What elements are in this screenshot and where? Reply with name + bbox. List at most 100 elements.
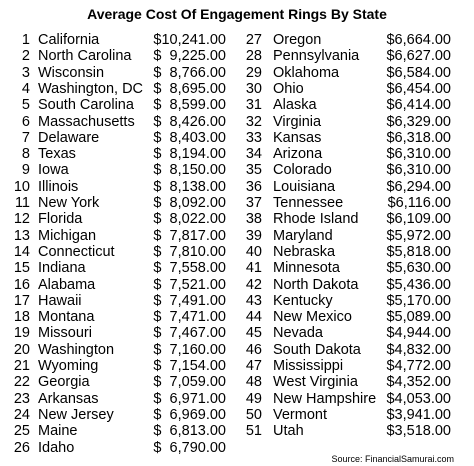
state: Utah bbox=[273, 423, 304, 440]
state: Georgia bbox=[38, 374, 90, 391]
rank: 25 bbox=[13, 423, 30, 440]
amount: $6,414.00 bbox=[386, 97, 451, 114]
amount: $ 8,695.00 bbox=[153, 80, 226, 97]
state: Nevada bbox=[273, 325, 323, 342]
amount: $ 7,558.00 bbox=[153, 260, 226, 277]
amount: $ 8,022.00 bbox=[153, 211, 226, 228]
rank: 14 bbox=[13, 243, 30, 260]
rank: 18 bbox=[13, 309, 30, 326]
amount: $ 7,817.00 bbox=[153, 227, 226, 244]
rank: 34 bbox=[245, 146, 262, 163]
rank: 50 bbox=[245, 406, 262, 423]
amount: $ 7,059.00 bbox=[153, 374, 226, 391]
rank: 27 bbox=[245, 32, 262, 48]
state: New Hampshire bbox=[273, 390, 377, 407]
rank: 37 bbox=[245, 195, 262, 211]
amount: $5,972.00 bbox=[386, 227, 451, 244]
rank: 17 bbox=[13, 292, 30, 309]
rank: 44 bbox=[245, 309, 262, 326]
amount: $ 7,471.00 bbox=[153, 309, 226, 326]
state: Oregon bbox=[273, 32, 322, 48]
state: Maine bbox=[38, 423, 78, 440]
state: Tennessee bbox=[273, 195, 344, 211]
state: Hawaii bbox=[38, 292, 82, 309]
rank: 42 bbox=[245, 276, 262, 293]
rank: 8 bbox=[21, 146, 30, 163]
state: Pennsylvania bbox=[273, 48, 360, 65]
state: Maryland bbox=[273, 227, 333, 244]
amount: $ 8,138.00 bbox=[153, 178, 226, 195]
rank: 10 bbox=[13, 178, 30, 195]
amount: $ 8,150.00 bbox=[153, 162, 226, 179]
amount: $4,772.00 bbox=[386, 358, 451, 374]
amount: $6,454.00 bbox=[386, 80, 451, 97]
amount: $6,318.00 bbox=[386, 129, 451, 146]
state: Florida bbox=[38, 211, 83, 228]
rank: 43 bbox=[245, 292, 262, 309]
state: Texas bbox=[38, 146, 76, 163]
amount: $6,109.00 bbox=[386, 211, 451, 228]
state: Rhode Island bbox=[273, 211, 359, 228]
rank: 47 bbox=[245, 358, 262, 374]
amount: $3,941.00 bbox=[386, 406, 451, 423]
rank: 9 bbox=[21, 162, 30, 179]
rank: 26 bbox=[13, 439, 30, 456]
rank: 46 bbox=[245, 341, 262, 358]
state: New Mexico bbox=[273, 309, 352, 326]
amount: $ 6,790.00 bbox=[153, 439, 226, 456]
state: South Dakota bbox=[273, 341, 361, 358]
state: North Dakota bbox=[273, 276, 359, 293]
rank: 5 bbox=[21, 97, 30, 114]
state: Missouri bbox=[38, 325, 92, 342]
amount: $ 7,154.00 bbox=[153, 358, 226, 374]
amount: $4,352.00 bbox=[386, 374, 451, 391]
rank: 39 bbox=[245, 227, 262, 244]
rank: 13 bbox=[13, 227, 30, 244]
amount: $4,053.00 bbox=[386, 390, 451, 407]
amount: $5,089.00 bbox=[386, 309, 451, 326]
state: Nebraska bbox=[273, 243, 336, 260]
amount: $ 8,599.00 bbox=[153, 97, 226, 114]
state: Wyoming bbox=[38, 358, 99, 374]
rank: 33 bbox=[245, 129, 262, 146]
state: Illinois bbox=[38, 178, 79, 195]
amount: $ 8,403.00 bbox=[153, 129, 226, 146]
amount: $6,310.00 bbox=[386, 146, 451, 163]
amount: $4,944.00 bbox=[386, 325, 451, 342]
amount: $ 6,813.00 bbox=[153, 423, 226, 440]
state: California bbox=[38, 32, 100, 48]
amount: $ 7,160.00 bbox=[153, 341, 226, 358]
amount: $ 7,491.00 bbox=[153, 292, 226, 309]
amount: $ 7,810.00 bbox=[153, 243, 226, 260]
state: Mississippi bbox=[273, 358, 344, 374]
amount: $ 6,971.00 bbox=[153, 390, 226, 407]
state: Arkansas bbox=[38, 390, 99, 407]
state: West Virginia bbox=[273, 374, 358, 391]
amount: $ 7,521.00 bbox=[153, 276, 226, 293]
rank: 23 bbox=[13, 390, 30, 407]
amount: $ 6,969.00 bbox=[153, 406, 226, 423]
rank: 51 bbox=[245, 423, 262, 440]
state: Arizona bbox=[273, 146, 323, 163]
amount: $5,630.00 bbox=[386, 260, 451, 277]
amount: $5,818.00 bbox=[386, 243, 451, 260]
amount: $ 7,467.00 bbox=[153, 325, 226, 342]
amount: $ 8,194.00 bbox=[153, 146, 226, 163]
rank: 30 bbox=[245, 80, 262, 97]
state: Kentucky bbox=[273, 292, 333, 309]
rank: 31 bbox=[245, 97, 262, 114]
amount: $ 8,092.00 bbox=[153, 195, 226, 211]
amount: $4,832.00 bbox=[386, 341, 451, 358]
rank: 3 bbox=[21, 64, 30, 81]
rank: 19 bbox=[13, 325, 30, 342]
rank: 48 bbox=[245, 374, 262, 391]
amount: $3,518.00 bbox=[386, 423, 451, 440]
amount: $5,170.00 bbox=[386, 292, 451, 309]
rank: 41 bbox=[245, 260, 262, 277]
rank: 45 bbox=[245, 325, 262, 342]
state: Michigan bbox=[38, 227, 97, 244]
state: Colorado bbox=[273, 162, 332, 179]
rank: 15 bbox=[13, 260, 30, 277]
rank: 35 bbox=[245, 162, 262, 179]
